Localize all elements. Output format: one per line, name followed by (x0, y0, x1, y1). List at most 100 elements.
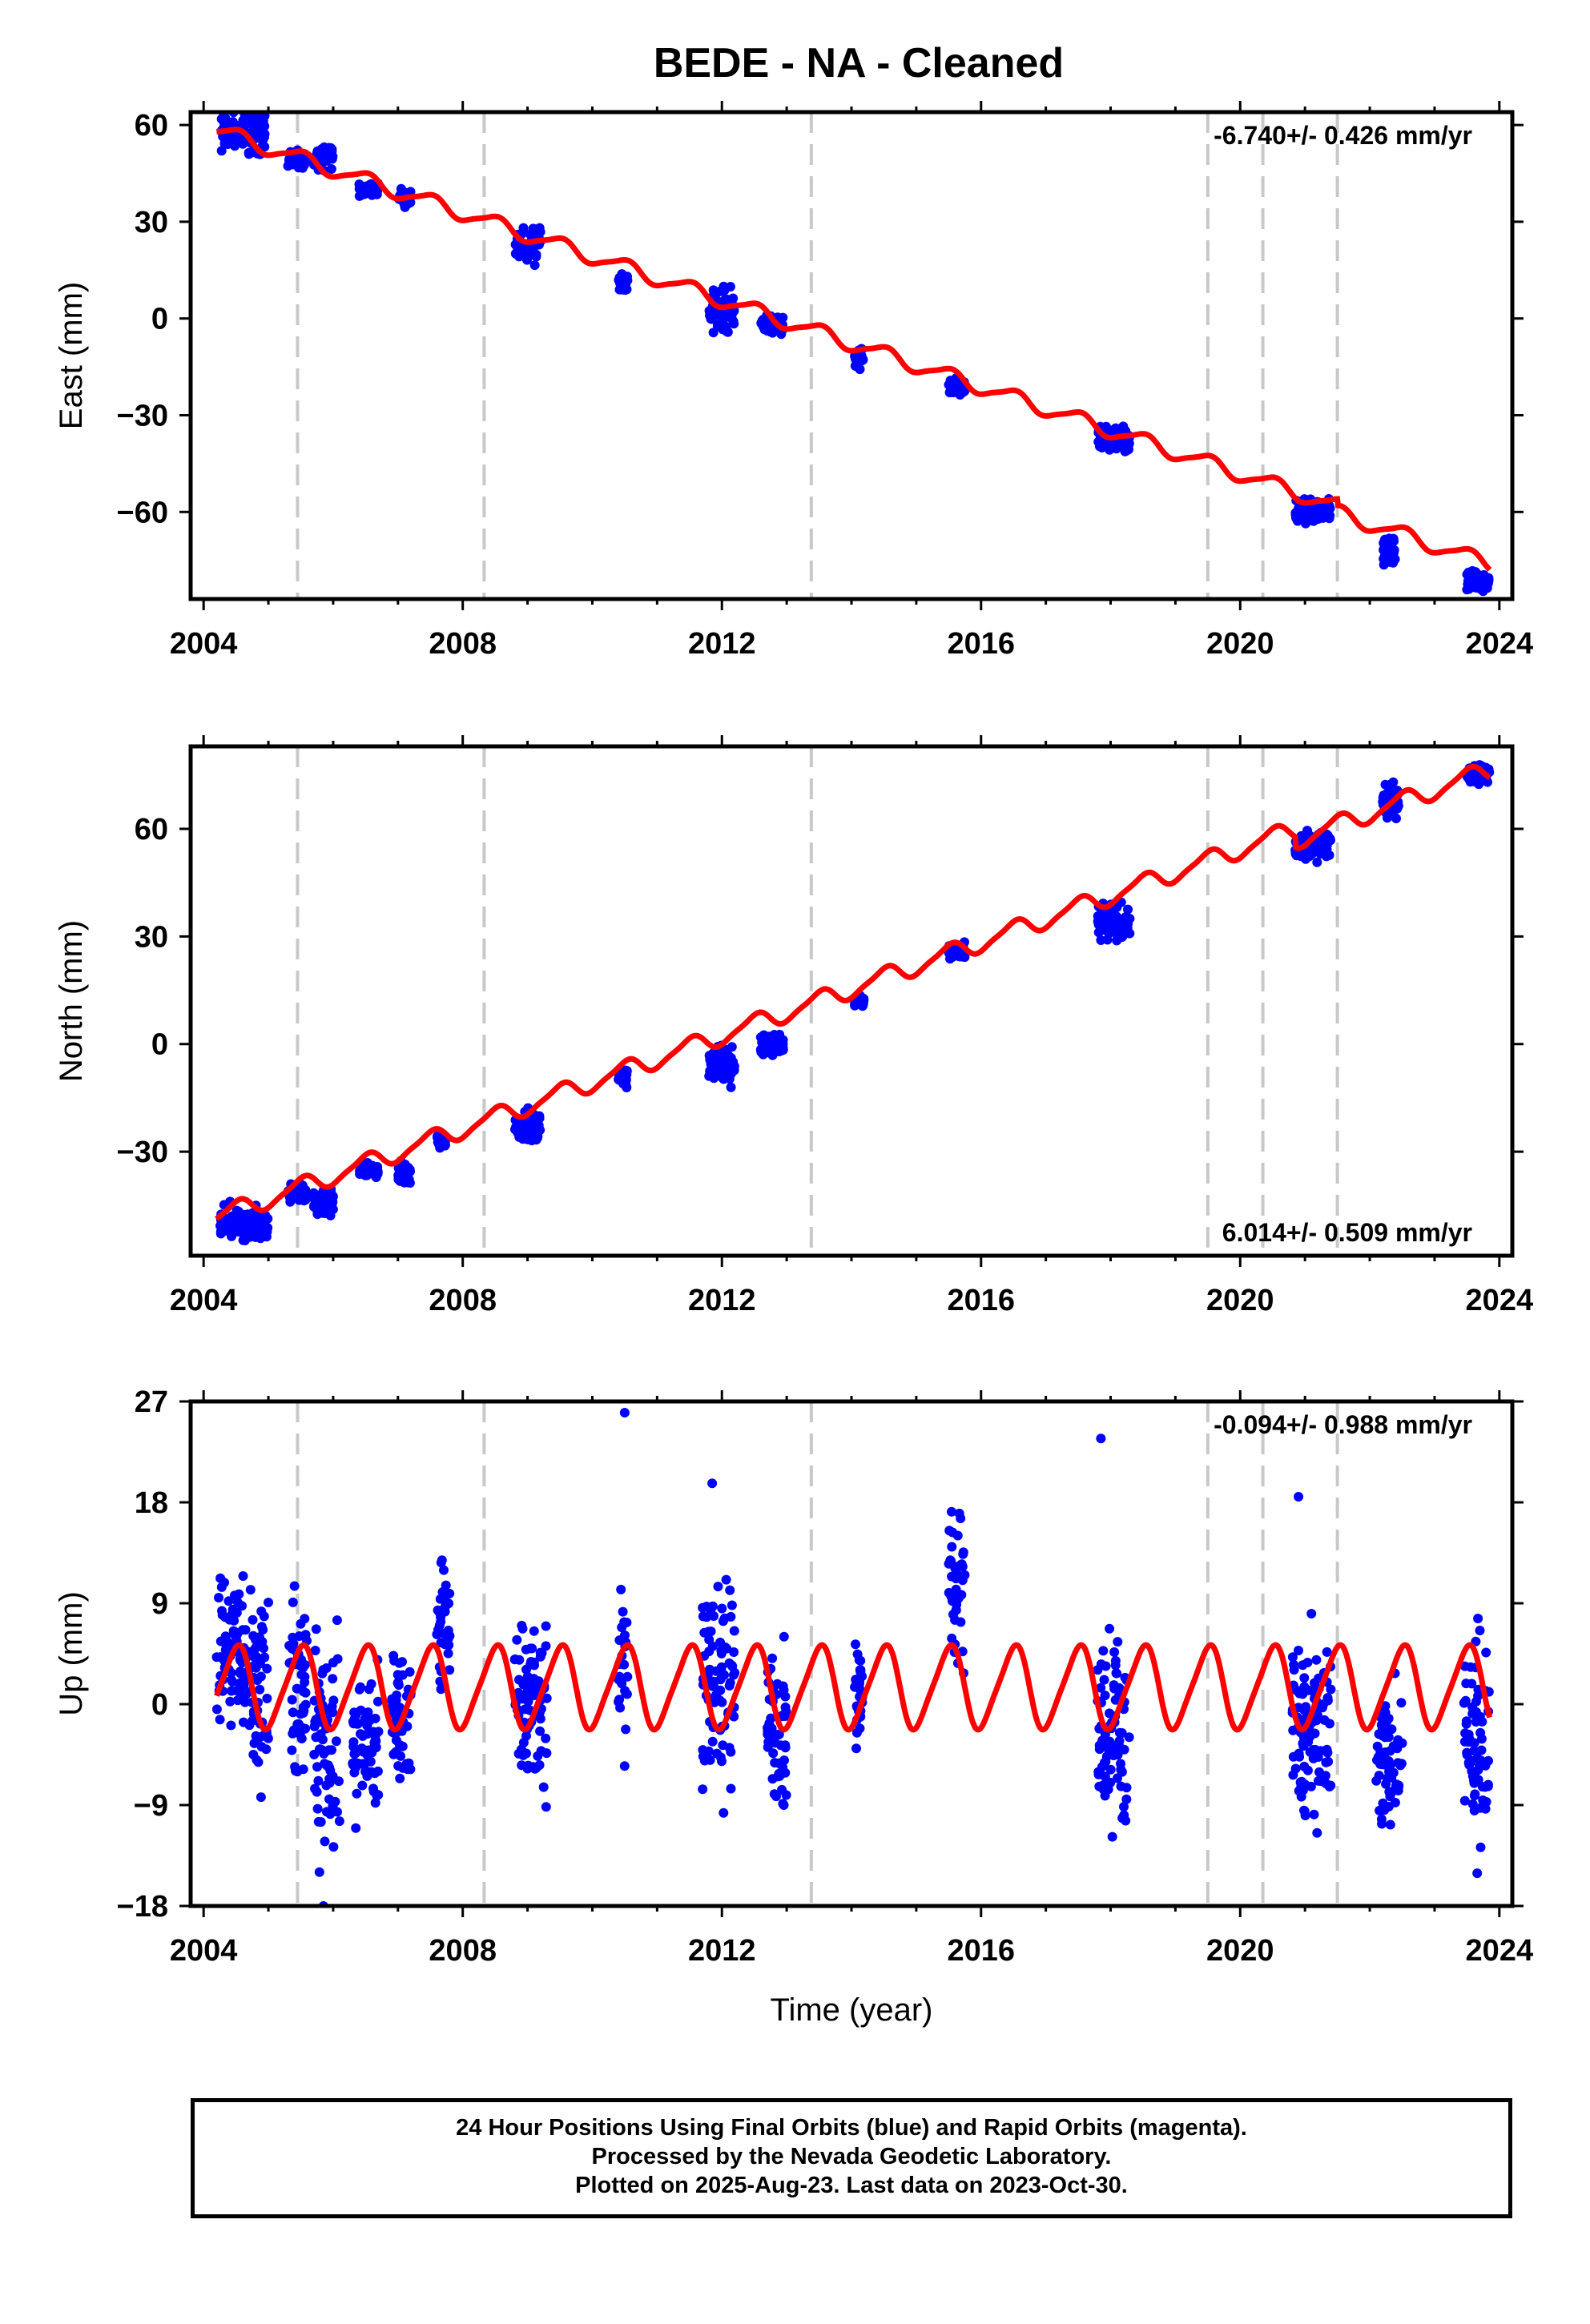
y-axis-label: Up (mm) (54, 1591, 89, 1716)
data-point (1376, 1713, 1387, 1723)
data-point (854, 1655, 864, 1665)
x-tick-label: 2016 (947, 1284, 1015, 1317)
data-point (300, 1614, 310, 1624)
data-point (439, 1565, 449, 1575)
data-point (226, 131, 236, 142)
chart-title: BEDE - NA - Cleaned (654, 40, 1064, 86)
data-point (1114, 1736, 1125, 1746)
data-point (512, 1634, 522, 1645)
data-point (509, 1655, 520, 1665)
data-point (520, 1704, 530, 1715)
data-point (1475, 1626, 1485, 1635)
data-point (320, 1836, 330, 1847)
data-point (1322, 1695, 1333, 1706)
data-point (372, 1696, 383, 1707)
data-point (947, 1506, 956, 1517)
model-curve (214, 1642, 1493, 1733)
data-point (770, 1758, 780, 1768)
data-point (1387, 1724, 1397, 1735)
data-point (334, 1816, 344, 1827)
data-point (946, 1556, 956, 1566)
data-point (216, 146, 227, 156)
data-point (288, 1597, 298, 1607)
data-point (1098, 1646, 1109, 1656)
data-point (1122, 440, 1133, 451)
data-point (443, 1589, 453, 1599)
data-point (443, 1648, 453, 1659)
x-tick-label: 2008 (429, 1284, 497, 1317)
data-point (723, 1060, 734, 1071)
data-point (1100, 1757, 1109, 1767)
data-point (364, 1161, 374, 1171)
data-point (532, 1120, 542, 1130)
data-point (1119, 1802, 1129, 1812)
data-point (1383, 550, 1394, 561)
data-point (356, 1682, 365, 1692)
data-point (856, 356, 867, 366)
data-point (617, 1622, 627, 1633)
data-point (248, 1630, 259, 1641)
data-point (525, 229, 535, 239)
data-point (1093, 1769, 1104, 1779)
data-point (716, 1662, 727, 1672)
data-point (621, 1075, 631, 1085)
x-tick-label: 2024 (1466, 627, 1534, 661)
data-point (248, 1614, 258, 1625)
data-point (1112, 1668, 1122, 1679)
data-point (259, 1643, 268, 1654)
data-point (225, 1696, 235, 1707)
data-point (1121, 1794, 1132, 1804)
data-point (1463, 1737, 1474, 1747)
data-point (1098, 918, 1109, 928)
data-point (1123, 904, 1133, 915)
data-point (521, 1731, 531, 1741)
data-point (443, 1634, 453, 1644)
data-point (225, 1218, 235, 1228)
data-point (705, 1755, 715, 1765)
y-tick-label: −18 (117, 1890, 168, 1924)
data-point (327, 1745, 336, 1755)
data-point (211, 1704, 222, 1715)
data-point (535, 1726, 545, 1736)
data-point (758, 1049, 768, 1059)
data-point (1109, 1680, 1119, 1691)
data-point (714, 1695, 725, 1706)
data-point (726, 1068, 736, 1079)
data-point (300, 1630, 311, 1640)
data-point (1300, 1811, 1310, 1820)
data-point (1309, 1809, 1319, 1819)
x-tick-label: 2016 (947, 627, 1015, 661)
y-tick-label: −30 (117, 1136, 168, 1169)
data-point (1114, 1727, 1125, 1738)
data-point (366, 1679, 376, 1689)
y-tick-label: 18 (135, 1486, 168, 1520)
data-point (288, 1725, 299, 1735)
data-point (1116, 1781, 1126, 1791)
data-point (704, 1634, 714, 1645)
data-point (622, 1671, 633, 1682)
data-point (729, 1711, 739, 1722)
data-point (1312, 1827, 1322, 1838)
data-point (719, 1807, 729, 1818)
data-point (324, 1778, 335, 1788)
data-points (211, 1408, 1494, 1906)
data-point (296, 1655, 307, 1665)
data-point (514, 1675, 524, 1685)
data-point (253, 1757, 264, 1767)
x-tick-label: 2012 (688, 1934, 756, 1968)
data-point (1396, 1698, 1407, 1708)
data-point (727, 1661, 738, 1671)
data-point (727, 1600, 737, 1610)
data-point (769, 1789, 779, 1799)
data-point (255, 1224, 265, 1234)
data-point (360, 1714, 370, 1724)
data-point (370, 1798, 380, 1808)
data-point (223, 1596, 234, 1606)
data-point (255, 1684, 265, 1695)
data-point (522, 255, 532, 265)
data-point (1382, 1773, 1392, 1783)
data-point (947, 1542, 957, 1552)
data-point (1322, 1647, 1332, 1657)
data-point (1310, 1744, 1320, 1755)
data-point (763, 1723, 773, 1733)
